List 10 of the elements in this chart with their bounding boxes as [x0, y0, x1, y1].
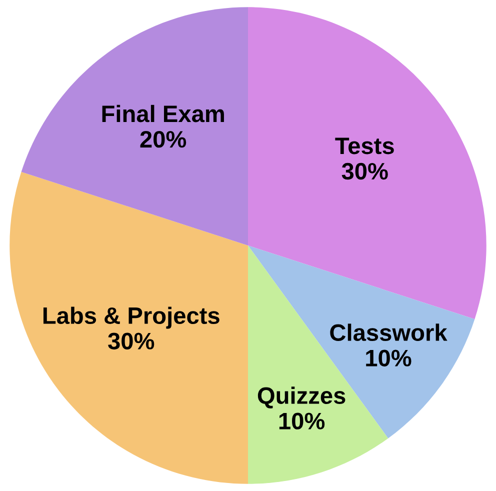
data-label: 20% — [140, 130, 186, 148]
data-label: 30% — [342, 162, 388, 180]
data-label: 30% — [108, 332, 154, 350]
slice-label: Tests — [335, 138, 394, 154]
slice-label: Classwork — [330, 324, 448, 342]
data-label: 10% — [279, 412, 325, 430]
slice-label: Labs & Projects — [43, 306, 220, 329]
data-label: 10% — [366, 350, 412, 366]
slice-label: Final Exam — [102, 104, 224, 122]
slice-label: Quizzes — [258, 386, 346, 408]
